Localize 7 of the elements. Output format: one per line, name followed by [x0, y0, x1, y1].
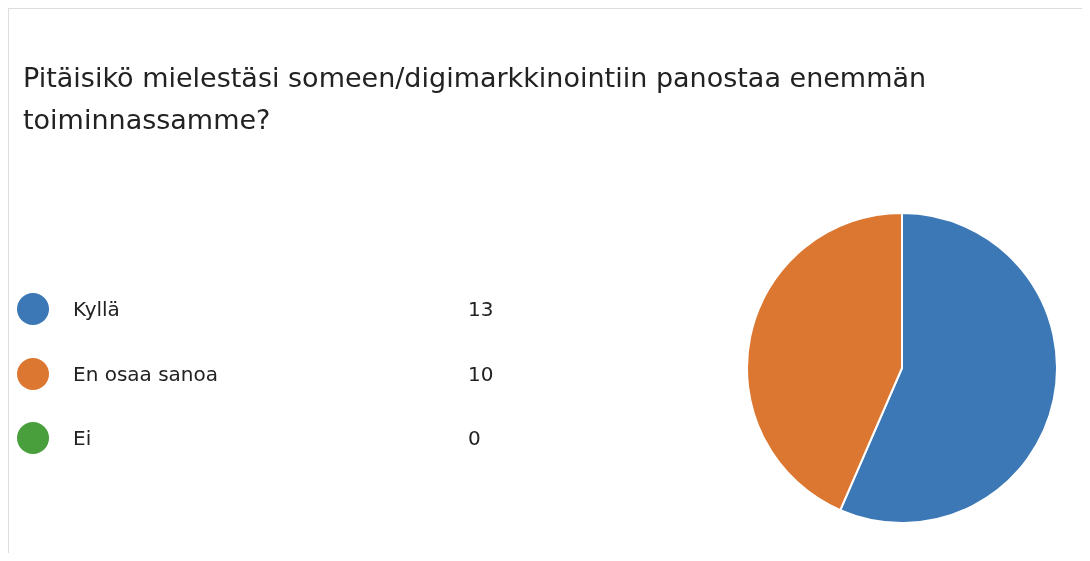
legend-label: En osaa sanoa [73, 361, 220, 386]
chart-title: Pitäisikö mielestäsi someen/digimarkkinointiin panostaa enemmän toiminnassamme? [23, 61, 928, 137]
legend-label: Ei [73, 426, 93, 451]
data-label: 10 [468, 361, 494, 386]
text: 0 [468, 426, 481, 451]
data-label: 13 [468, 297, 494, 322]
legend-label: Kyllä [73, 297, 121, 322]
